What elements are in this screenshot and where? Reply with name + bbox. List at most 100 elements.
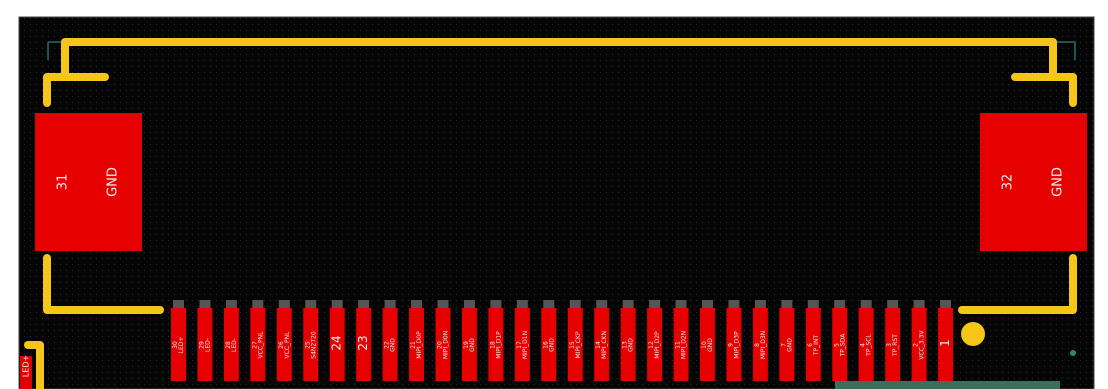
- pad-tab: [305, 300, 317, 308]
- pad: [541, 308, 557, 381]
- pad: [20, 356, 32, 389]
- pad-number: 11: [675, 341, 682, 349]
- pad-number: 8: [754, 343, 761, 347]
- pad: [752, 308, 768, 381]
- pad-net: MIPI_D1P: [495, 331, 502, 359]
- pin1-marker: [961, 322, 985, 346]
- pad-tab: [675, 300, 687, 308]
- pad-tab: [834, 300, 846, 308]
- silkscreen: [24, 341, 44, 389]
- pad-tab: [516, 300, 528, 308]
- pad-number: 10: [701, 341, 708, 349]
- pad: [885, 308, 901, 381]
- pad-tab: [887, 300, 899, 308]
- pad: [700, 308, 715, 381]
- pad-number: 22: [384, 341, 391, 349]
- pad-tab: [913, 300, 925, 308]
- pad-number: 30: [172, 341, 179, 349]
- pad-tab: [437, 300, 449, 308]
- pad-number: 18: [489, 341, 496, 349]
- component: [835, 381, 1060, 389]
- pad-net: GND: [469, 338, 476, 352]
- pad-net: VCC_PNL: [284, 331, 291, 359]
- pad: [329, 308, 345, 381]
- pad-number: 28: [225, 341, 232, 349]
- pad-number: 9: [727, 343, 734, 347]
- pad: [567, 308, 583, 381]
- pad-number: 31: [56, 174, 71, 191]
- pad-net: MIPI_D1N: [522, 331, 529, 359]
- pad-number: 25: [304, 341, 311, 349]
- pad-tab: [199, 300, 211, 308]
- pad-number: 2: [913, 343, 920, 347]
- pad-net: MIPI_D2N: [681, 331, 688, 359]
- pad: [858, 308, 874, 381]
- silkscreen: [43, 73, 109, 107]
- pad-net: GND: [1051, 167, 1066, 197]
- pad-number: 21: [410, 341, 417, 349]
- pad-number: 13: [622, 341, 629, 349]
- pad: [303, 308, 319, 381]
- pad: [382, 308, 398, 381]
- pad-net: GND: [390, 338, 397, 352]
- pad: [620, 308, 636, 381]
- pad-number: 29: [198, 341, 205, 349]
- pad-number: 1: [938, 339, 952, 347]
- pad-net: LED-: [231, 338, 238, 352]
- pad: [594, 308, 610, 381]
- pad: [435, 308, 451, 381]
- pad: [673, 308, 689, 381]
- pad: [647, 308, 663, 381]
- pad-tab: [860, 300, 872, 308]
- pad: [938, 308, 954, 381]
- pad-net: VCC_3.3V: [919, 330, 926, 360]
- pad: [911, 308, 927, 381]
- pad: [461, 308, 477, 381]
- pad-number: 7: [780, 343, 787, 347]
- pad-net: MIPI_D2P: [654, 331, 661, 359]
- pad: [488, 308, 504, 381]
- pad-tab: [807, 300, 819, 308]
- pad: [832, 308, 848, 381]
- pad-tab: [781, 300, 793, 308]
- pad-number: 23: [356, 335, 370, 350]
- pad-number: 12: [648, 341, 655, 349]
- pad-tab: [596, 300, 608, 308]
- pad-net: TP_INT: [813, 335, 820, 357]
- pad-number: 24: [330, 335, 344, 350]
- pad-number: 5: [833, 343, 840, 347]
- pad-number: 3: [886, 343, 893, 347]
- pad-net: GND: [707, 338, 714, 352]
- pad-tab: [622, 300, 634, 308]
- pad-tab: [569, 300, 581, 308]
- pad-net: MIPI_D3N: [760, 331, 767, 359]
- pad: [726, 308, 742, 381]
- pad-tab: [649, 300, 661, 308]
- pad-number: 17: [516, 341, 523, 349]
- pad-tab: [411, 300, 423, 308]
- pad-number: 20: [437, 341, 444, 349]
- mount-pad: [35, 113, 142, 251]
- pad-tab: [225, 300, 237, 308]
- pad-tab: [278, 300, 290, 308]
- pad-number: 6: [807, 343, 814, 347]
- pad-net: S4N2720: [310, 331, 317, 359]
- pad-net: MIPI_D3P: [733, 331, 740, 359]
- pad: [276, 308, 292, 381]
- pad: [223, 308, 239, 381]
- pad: [409, 308, 425, 381]
- pad: [805, 308, 821, 381]
- pad-net: TP_RST: [892, 334, 899, 357]
- pad-net: TP_SCL: [866, 334, 873, 357]
- pad-number: 26: [278, 341, 285, 349]
- pad-number: 19: [463, 341, 470, 349]
- pad: [514, 308, 530, 381]
- pad-net: TP_SDA: [839, 333, 846, 358]
- pad-number: 15: [569, 341, 576, 349]
- silkscreen: [958, 254, 1077, 314]
- pad-net: GND: [106, 167, 121, 197]
- pad-tab: [490, 300, 502, 308]
- pad-net: MIPI_CKP: [575, 331, 582, 358]
- pad: [197, 308, 213, 381]
- pad-net: MIPI_D0P: [416, 331, 423, 359]
